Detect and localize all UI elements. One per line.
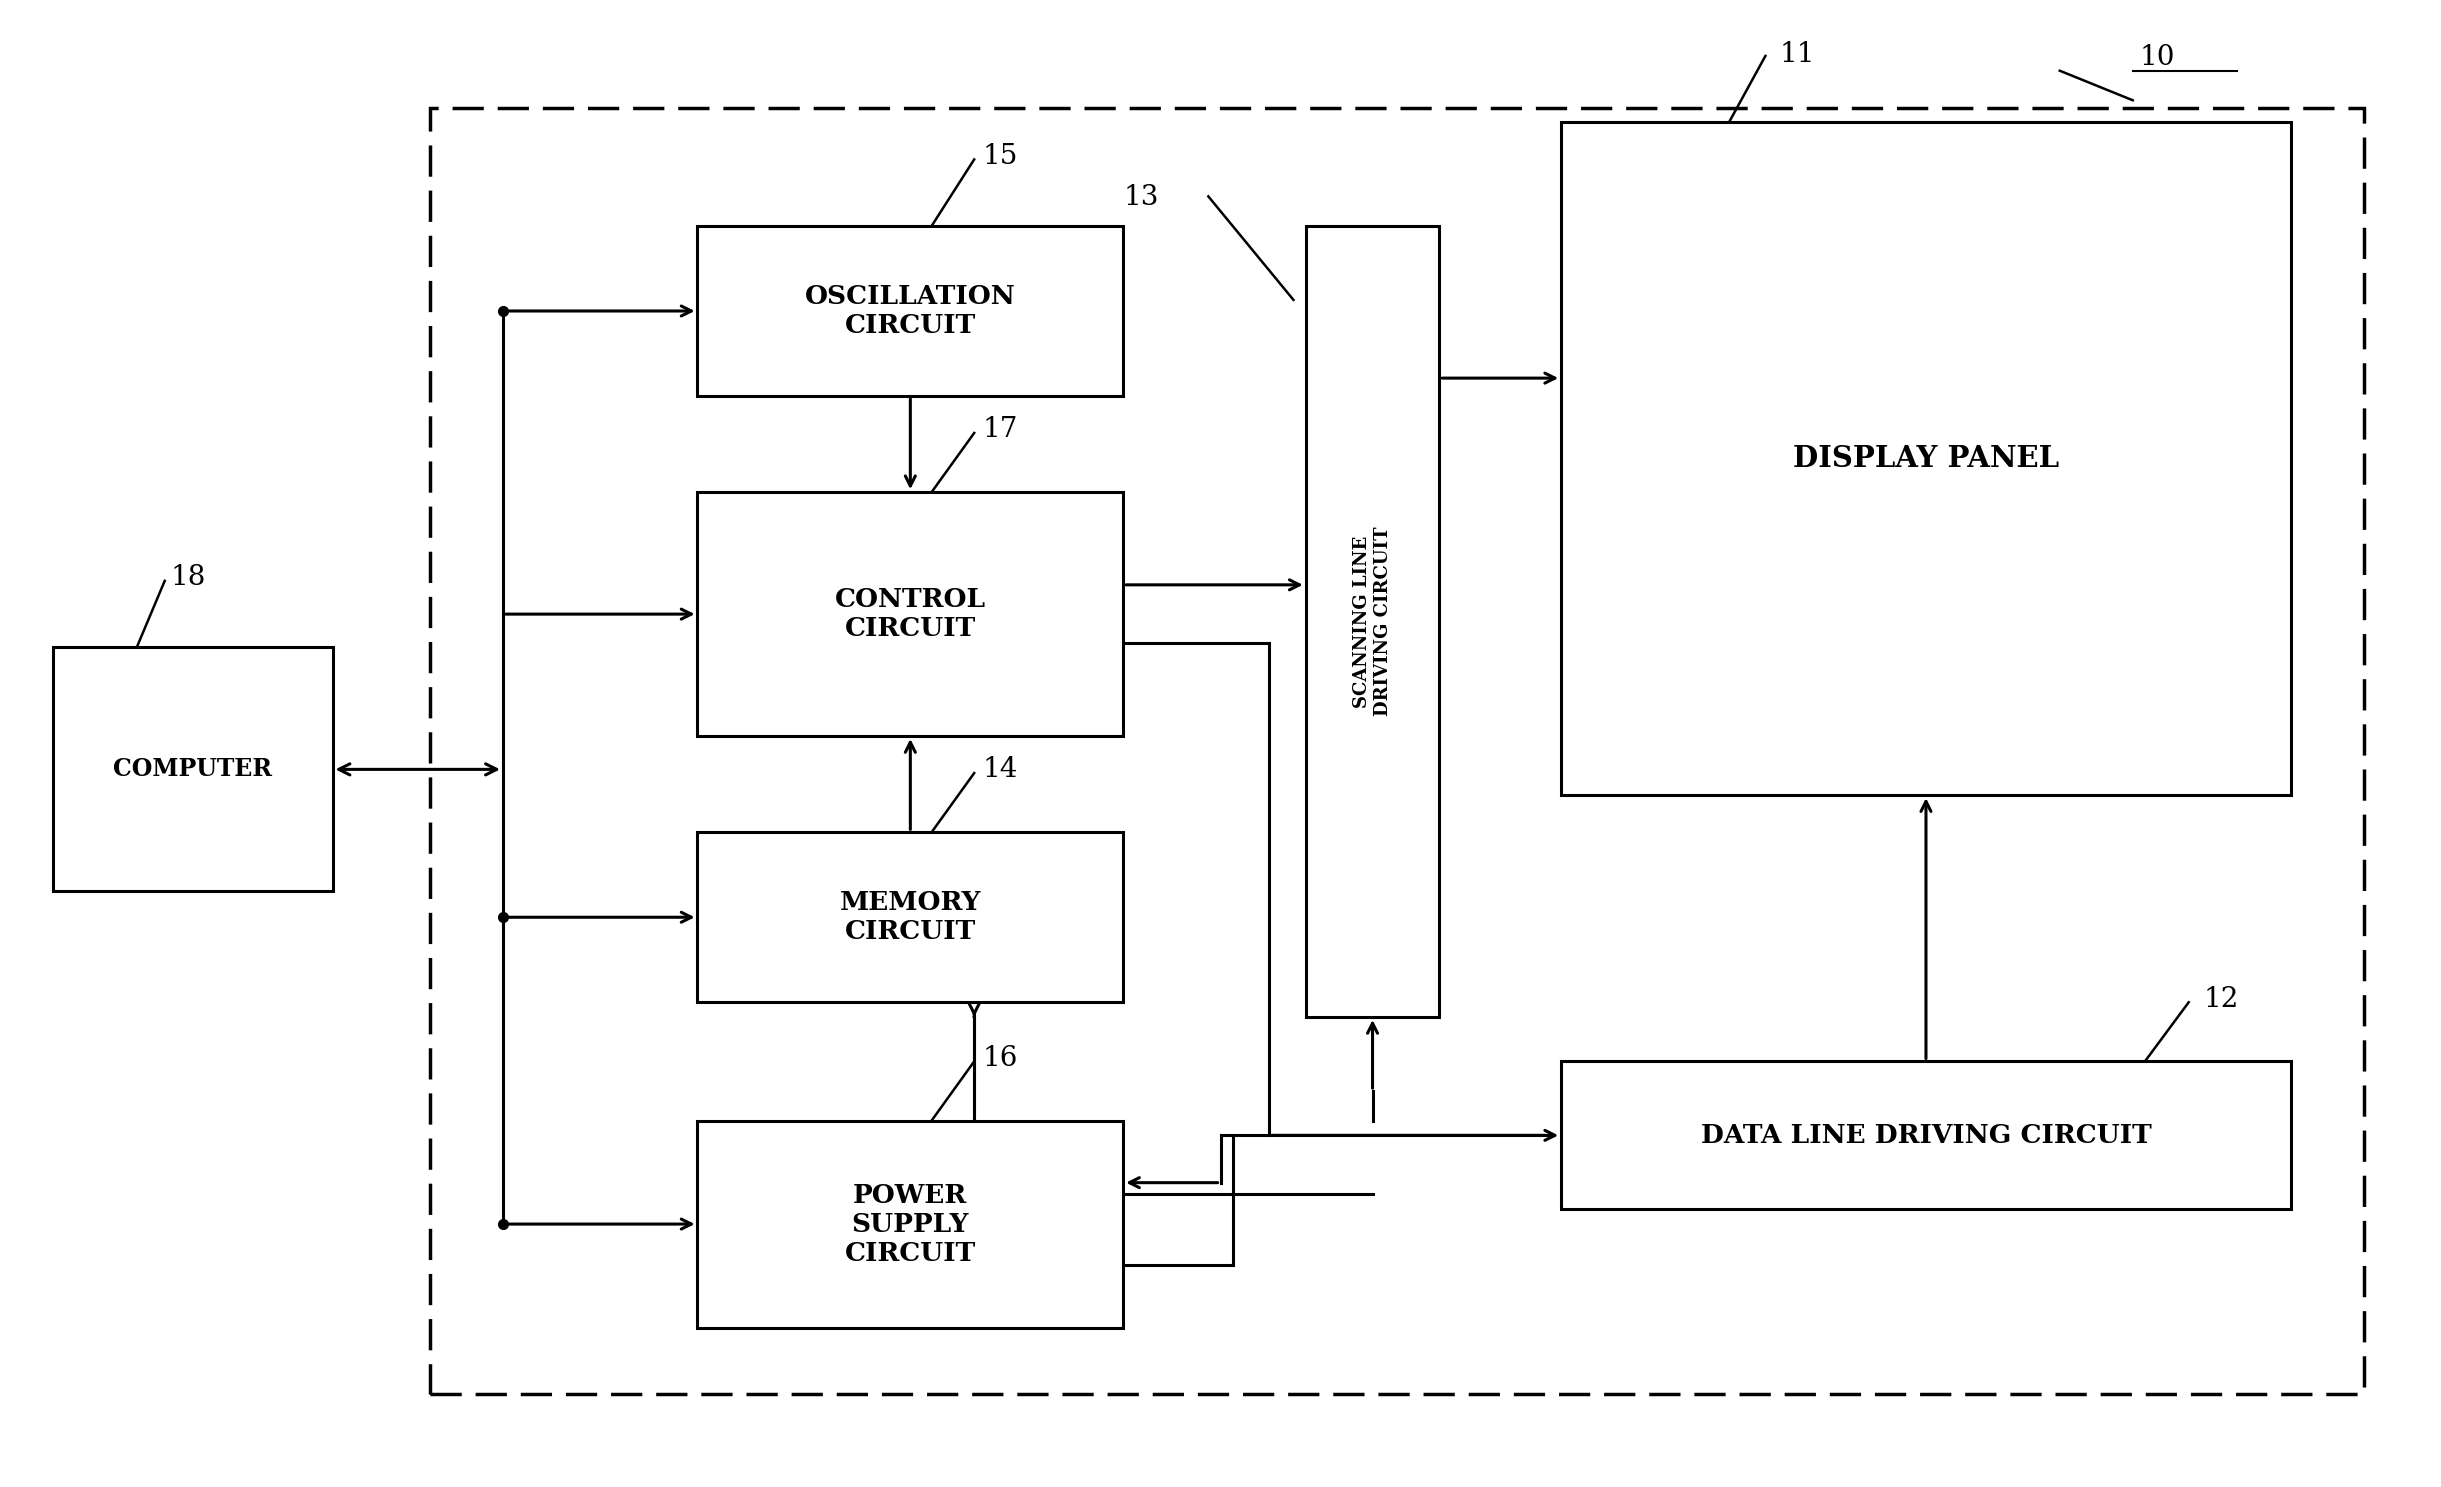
Text: 13: 13 (1123, 184, 1159, 211)
Text: POWER
SUPPLY
CIRCUIT: POWER SUPPLY CIRCUIT (845, 1182, 976, 1265)
Text: OSCILLATION
CIRCUIT: OSCILLATION CIRCUIT (806, 284, 1015, 338)
Text: COMPUTER: COMPUTER (112, 757, 273, 781)
FancyBboxPatch shape (54, 647, 332, 891)
Text: 17: 17 (984, 416, 1018, 443)
FancyBboxPatch shape (1306, 226, 1440, 1017)
Text: 14: 14 (984, 757, 1018, 784)
FancyBboxPatch shape (698, 226, 1123, 396)
Text: 16: 16 (984, 1045, 1018, 1072)
Text: DATA LINE DRIVING CIRCUIT: DATA LINE DRIVING CIRCUIT (1701, 1123, 2151, 1148)
FancyBboxPatch shape (698, 833, 1123, 1002)
Text: 10: 10 (2141, 43, 2175, 71)
FancyBboxPatch shape (698, 492, 1123, 736)
Text: SCANNING LINE
DRIVING CIRCUIT: SCANNING LINE DRIVING CIRCUIT (1352, 526, 1391, 717)
Text: CONTROL
CIRCUIT: CONTROL CIRCUIT (835, 587, 986, 641)
Text: 11: 11 (1779, 40, 1816, 68)
FancyBboxPatch shape (1562, 122, 2290, 796)
FancyBboxPatch shape (1562, 1062, 2290, 1209)
FancyBboxPatch shape (698, 1121, 1123, 1328)
Text: MEMORY
CIRCUIT: MEMORY CIRCUIT (840, 891, 981, 944)
Text: DISPLAY PANEL: DISPLAY PANEL (1792, 445, 2060, 473)
Text: 15: 15 (984, 143, 1018, 170)
Text: 12: 12 (2204, 986, 2238, 1013)
FancyBboxPatch shape (430, 107, 2363, 1395)
Text: 18: 18 (171, 564, 205, 592)
